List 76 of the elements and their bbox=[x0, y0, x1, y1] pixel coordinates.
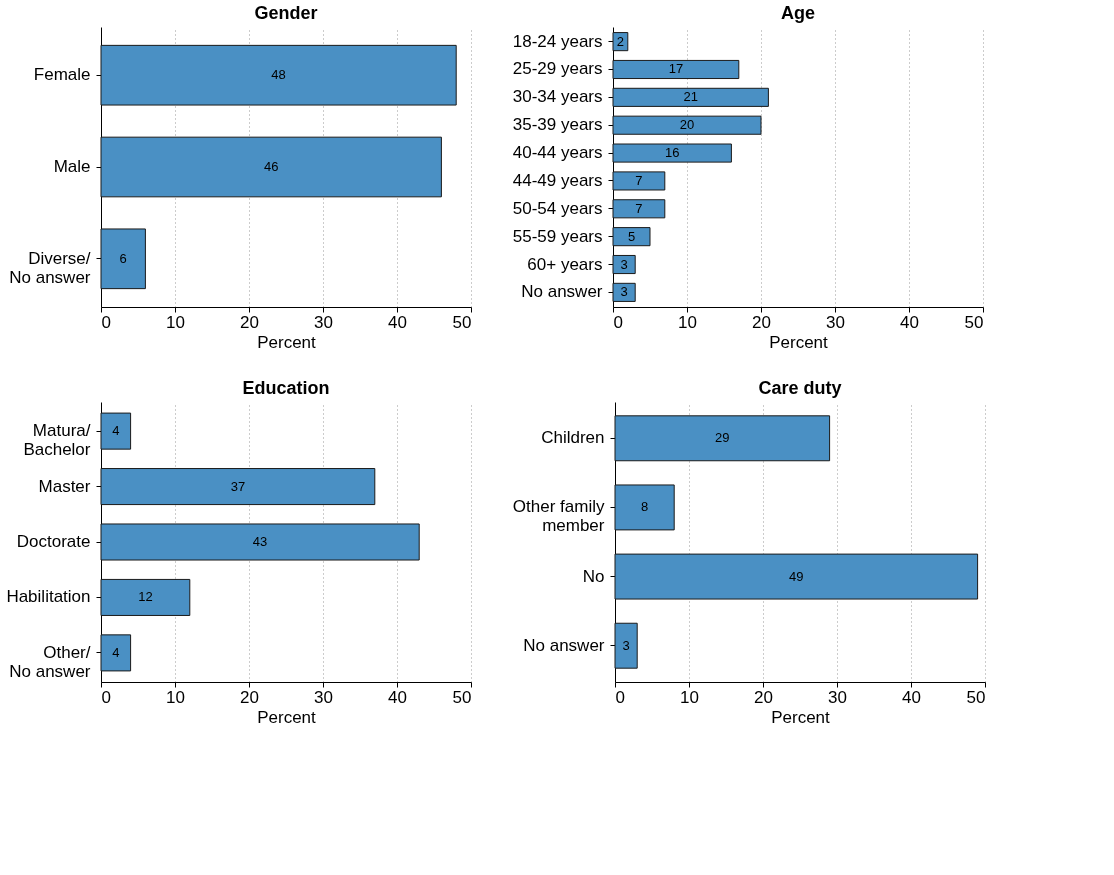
chart-title: Gender bbox=[254, 3, 318, 23]
y-tick-label: No bbox=[582, 566, 605, 586]
data-label: 43 bbox=[252, 534, 268, 549]
data-label: 7 bbox=[635, 200, 643, 216]
y-tick-label: Matura/ Bachelor bbox=[23, 421, 91, 460]
y-tick-label: 35-39 years bbox=[512, 115, 603, 135]
data-label: 6 bbox=[119, 250, 127, 266]
chart-title: Education bbox=[242, 378, 330, 398]
data-label: 16 bbox=[664, 145, 680, 161]
x-tick-label: 50 bbox=[452, 687, 472, 707]
y-tick-label: 18-24 years bbox=[512, 31, 603, 51]
x-tick-label: 40 bbox=[902, 687, 921, 707]
x-tick-label: 0 bbox=[613, 312, 623, 332]
data-label: 3 bbox=[620, 256, 628, 272]
x-tick-label: 40 bbox=[900, 312, 919, 332]
y-tick-label: 40-44 years bbox=[512, 143, 603, 163]
x-tick-label: 20 bbox=[240, 687, 259, 707]
data-label: 8 bbox=[640, 499, 649, 515]
y-tick-label: Doctorate bbox=[16, 532, 91, 551]
x-axis-title: Percent bbox=[257, 707, 317, 727]
x-tick-label: 40 bbox=[388, 687, 407, 707]
data-label: 20 bbox=[679, 117, 695, 133]
data-label: 49 bbox=[789, 568, 804, 584]
data-label: 12 bbox=[138, 589, 153, 605]
x-axis-title: Percent bbox=[769, 332, 829, 352]
x-tick-label: 30 bbox=[828, 687, 847, 707]
x-tick-label: 10 bbox=[678, 312, 697, 332]
data-label: 29 bbox=[715, 430, 730, 446]
x-axis-title: Percent bbox=[771, 707, 831, 727]
x-tick-label: 10 bbox=[166, 312, 185, 332]
data-label: 5 bbox=[627, 228, 636, 244]
x-tick-label: 20 bbox=[754, 687, 773, 707]
data-label: 21 bbox=[683, 89, 698, 105]
x-tick-label: 20 bbox=[752, 312, 771, 332]
x-axis-title: Percent bbox=[257, 332, 317, 352]
data-label: 2 bbox=[616, 33, 625, 49]
x-tick-label: 30 bbox=[826, 312, 845, 332]
y-tick-label: 50-54 years bbox=[512, 198, 603, 218]
x-tick-label: 20 bbox=[240, 312, 259, 332]
x-tick-label: 30 bbox=[314, 687, 333, 707]
x-tick-label: 10 bbox=[680, 687, 699, 707]
x-tick-label: 0 bbox=[615, 687, 625, 707]
x-tick-label: 10 bbox=[166, 687, 185, 707]
y-tick-label: No answer bbox=[521, 282, 603, 302]
y-tick-label: Master bbox=[38, 476, 91, 496]
y-tick-label: No answer bbox=[523, 635, 605, 655]
y-tick-label: Other family member bbox=[512, 497, 605, 536]
data-label: 17 bbox=[668, 61, 684, 77]
y-tick-label: Female bbox=[33, 65, 91, 85]
x-tick-label: 0 bbox=[101, 687, 111, 707]
x-tick-label: 50 bbox=[452, 312, 472, 332]
x-tick-label: 40 bbox=[388, 312, 407, 332]
y-tick-label: 25-29 years bbox=[512, 59, 603, 79]
x-tick-label: 0 bbox=[101, 312, 111, 332]
y-tick-label: Diverse/ No answer bbox=[9, 248, 91, 287]
data-label: 48 bbox=[271, 67, 286, 83]
y-tick-label: Other/ No answer bbox=[9, 642, 91, 681]
chart-title: Age bbox=[780, 3, 816, 23]
y-tick-label: 44-49 years bbox=[512, 170, 603, 190]
y-tick-label: 55-59 years bbox=[512, 226, 603, 246]
chart-title: Care duty bbox=[758, 378, 842, 398]
x-tick-label: 50 bbox=[966, 687, 986, 707]
data-label: 4 bbox=[112, 644, 120, 660]
data-label: 4 bbox=[112, 423, 120, 439]
data-label: 46 bbox=[263, 159, 279, 174]
y-tick-label: 60+ years bbox=[527, 254, 603, 274]
y-tick-label: Habilitation bbox=[6, 587, 91, 607]
x-tick-label: 30 bbox=[314, 312, 333, 332]
data-label: 37 bbox=[230, 478, 246, 494]
data-label: 3 bbox=[620, 284, 628, 300]
y-tick-label: Children bbox=[541, 428, 605, 448]
data-label: 3 bbox=[622, 637, 630, 653]
data-label: 7 bbox=[635, 172, 643, 188]
y-tick-label: 30-34 years bbox=[512, 87, 603, 107]
x-tick-label: 50 bbox=[964, 312, 984, 332]
y-tick-label: Male bbox=[53, 157, 91, 176]
